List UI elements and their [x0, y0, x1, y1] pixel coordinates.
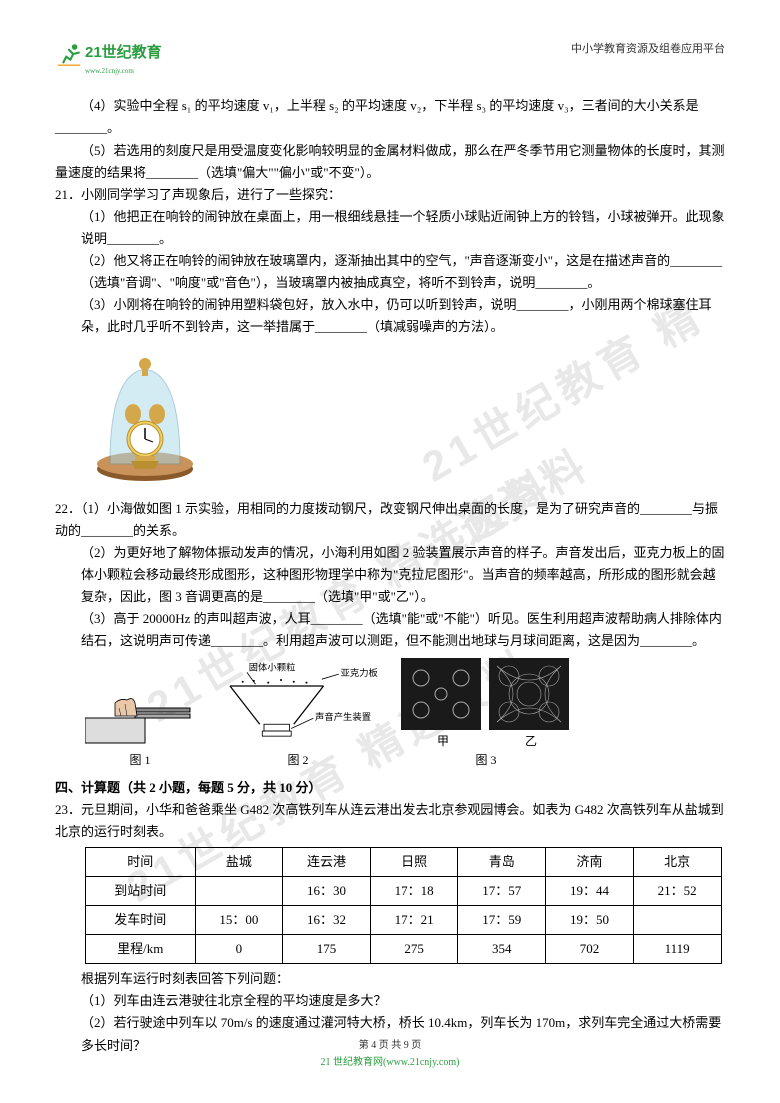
table-header-cell: 日照 — [370, 847, 458, 876]
table-cell: 发车时间 — [86, 906, 196, 935]
table-row: 里程/km01752753547021119 — [86, 935, 722, 964]
label-yi: 乙 — [525, 734, 537, 748]
table-cell: 17：59 — [458, 906, 546, 935]
q23-1: （1）列车由连云港驶往北京全程的平均速度是多大？ — [55, 990, 725, 1012]
fig1-ruler — [85, 678, 195, 748]
logo-url-text: www.21cnjy.com — [85, 66, 162, 78]
table-header-cell: 时间 — [86, 847, 196, 876]
table-cell: 0 — [195, 935, 283, 964]
table-row: 到站时间 16：3017：1817：5719：4421：52 — [86, 876, 722, 905]
logo: 21世纪教育 www.21cnjy.com — [55, 40, 162, 77]
fig3-label: 图 3 — [475, 750, 496, 770]
table-cell — [195, 876, 283, 905]
table-header-cell: 连云港 — [283, 847, 371, 876]
table-cell: 17：21 — [370, 906, 458, 935]
fig3-patterns: 甲 乙 — [401, 658, 571, 748]
q23-num: 23． — [55, 802, 81, 817]
q22-1: （1）小海做如图 1 示实验，用相同的力度拨动钢尺，改变钢尺伸出桌面的长度，是为… — [55, 501, 718, 538]
q22-3: （3）高于 20000Hz 的声叫超声波，人耳________（选填"能"或"不… — [55, 608, 725, 652]
q21-3: （3）小刚将在响铃的闹钟用塑料袋包好，放入水中，仍可以听到铃声，说明______… — [55, 294, 725, 338]
fig1-label: 图 1 — [129, 750, 150, 770]
table-header-cell: 北京 — [633, 847, 721, 876]
table-cell: 17：57 — [458, 876, 546, 905]
table-cell: 19：50 — [546, 906, 634, 935]
table-cell: 到站时间 — [86, 876, 196, 905]
section4-title: 四、计算题（共 2 小题，每题 5 分，共 10 分） — [55, 777, 725, 799]
label-particle: 固体小颗粒 — [249, 662, 296, 674]
table-row: 发车时间15：0016：3217：2117：5919：50 — [86, 906, 722, 935]
q21: 21．小刚同学学习了声现象后，进行了一些探究： — [55, 184, 725, 206]
table-cell — [633, 906, 721, 935]
label-sound-device: 声音产生装置 — [315, 711, 371, 723]
q23: 23．元旦期间，小华和爸爸乘坐 G482 次高铁列车从连云港出发去北京参观园博会… — [55, 799, 725, 843]
page-header: 21世纪教育 www.21cnjy.com 中小学教育资源及组卷应用平台 — [55, 40, 725, 77]
q23-intro: 元旦期间，小华和爸爸乘坐 G482 次高铁列车从连云港出发去北京参观园博会。如表… — [55, 802, 724, 839]
table-cell: 354 — [458, 935, 546, 964]
table-cell: 275 — [370, 935, 458, 964]
table-cell: 702 — [546, 935, 634, 964]
table-header-cell: 青岛 — [458, 847, 546, 876]
table-cell: 15：00 — [195, 906, 283, 935]
q21-intro: 小刚同学学习了声现象后，进行了一些探究： — [81, 187, 341, 202]
fig2-device: 固体小颗粒 亚克力板 声音产生装置 — [213, 658, 383, 748]
q22-figures: 图 1 固体小颗粒 亚克力板 声音产生装置 图 2 — [85, 658, 725, 770]
runner-icon — [55, 40, 83, 68]
table-cell: 19：44 — [546, 876, 634, 905]
header-right: 中小学教育资源及组卷应用平台 — [571, 40, 725, 59]
table-cell: 21：52 — [633, 876, 721, 905]
table-cell: 1119 — [633, 935, 721, 964]
label-acrylic: 亚克力板 — [341, 667, 379, 679]
q20-4: （4）实验中全程 s₁ 的平均速度 v₁，上半程 s₂ 的平均速度 v₂，下半程… — [55, 95, 725, 139]
label-jia: 甲 — [437, 734, 449, 748]
q22-num: 22． — [55, 501, 81, 516]
table-cell: 17：18 — [370, 876, 458, 905]
table-header-cell: 盐城 — [195, 847, 283, 876]
train-schedule-table: 时间盐城连云港日照青岛济南北京 到站时间 16：3017：1817：5719：44… — [85, 847, 722, 964]
q21-num: 21． — [55, 187, 81, 202]
logo-main-text: 21世纪教育 — [85, 40, 162, 66]
table-cell: 16：32 — [283, 906, 371, 935]
q23-after-table: 根据列车运行时刻表回答下列问题： — [55, 968, 725, 990]
table-cell: 175 — [283, 935, 371, 964]
fig2-label: 图 2 — [287, 750, 308, 770]
table-cell: 16：30 — [283, 876, 371, 905]
q21-2: （2）他又将正在响铃的闹钟放在玻璃罩内，逐渐抽出其中的空气，"声音逐渐变小"，这… — [55, 250, 725, 294]
q22-2: （2）为更好地了解物体振动发声的情况，小海利用如图 2 验装置展示声音的样子。声… — [55, 542, 725, 608]
table-header-cell: 济南 — [546, 847, 634, 876]
bell-jar-figure — [85, 344, 205, 484]
q20-5: （5）若选用的刻度尺是用受温度变化影响较明显的金属材料做成，那么在严冬季节用它测… — [55, 140, 725, 184]
q22: 22．（1）小海做如图 1 示实验，用相同的力度拨动钢尺，改变钢尺伸出桌面的长度… — [55, 498, 725, 542]
q23-2: （2）若行驶途中列车以 70m/s 的速度通过灌河特大桥，桥长 10.4km，列… — [55, 1012, 725, 1056]
table-cell: 里程/km — [86, 935, 196, 964]
q21-1: （1）他把正在响铃的闹钟放在桌面上，用一根细线悬挂一个轻质小球贴近闹钟上方的铃铛… — [55, 206, 725, 250]
